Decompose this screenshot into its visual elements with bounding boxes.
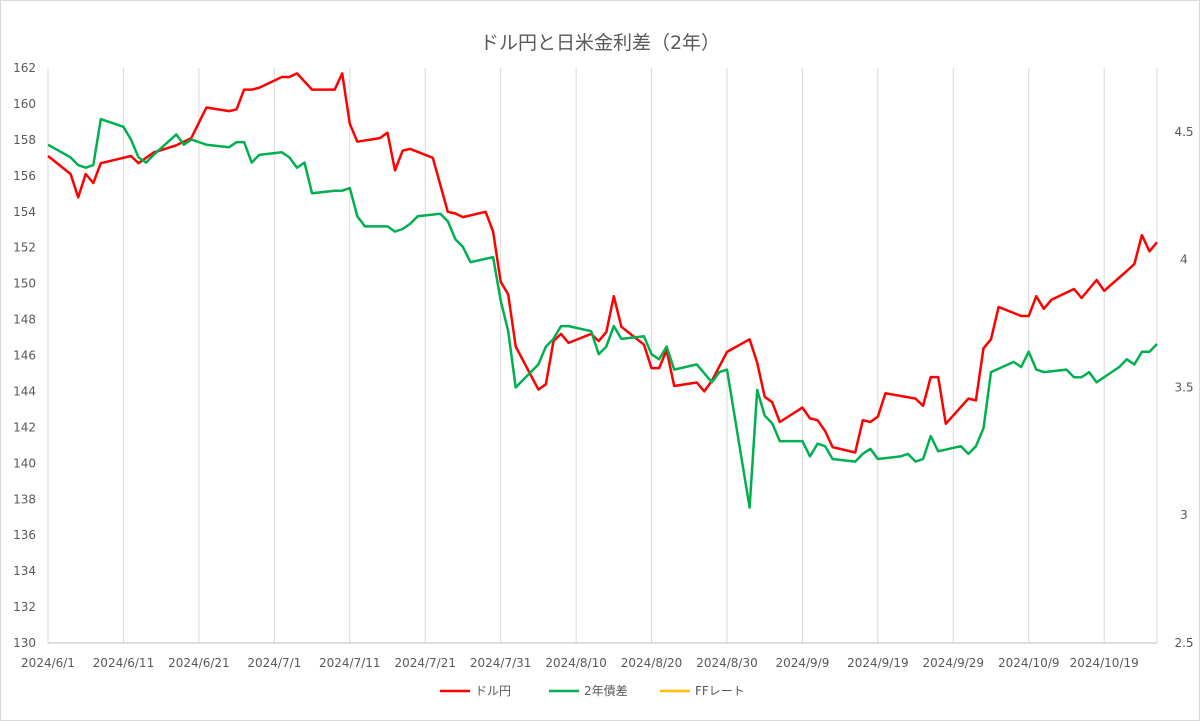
x-tick-label: 2024/6/1 (21, 656, 75, 670)
series-line-usdjpy (47, 72, 1158, 454)
y-left-tick-label: 136 (13, 528, 36, 542)
y-right-tick-label: 3 (1180, 508, 1188, 522)
x-tick-label: 2024/9/19 (847, 656, 909, 670)
legend-label: ドル円 (475, 684, 511, 698)
y-right-tick-label: 4.5 (1174, 125, 1193, 139)
x-tick-label: 2024/8/30 (696, 656, 758, 670)
y-left-tick-label: 152 (13, 241, 36, 255)
y-left-tick-label: 144 (13, 384, 36, 398)
y-right-tick-label: 2.5 (1174, 636, 1193, 650)
y-left-tick-label: 154 (13, 205, 36, 219)
x-tick-label: 2024/7/11 (319, 656, 381, 670)
y-right-tick-label: 4 (1180, 253, 1188, 267)
y-left-tick-label: 140 (13, 456, 36, 470)
y-left-tick-label: 158 (13, 133, 36, 147)
x-tick-label: 2024/7/21 (394, 656, 456, 670)
y-left-tick-label: 132 (13, 600, 36, 614)
legend-label: 2年債差 (584, 683, 628, 698)
x-tick-label: 2024/8/20 (621, 656, 683, 670)
x-tick-label: 2024/9/29 (923, 656, 985, 670)
chart-title: ドル円と日米金利差（2年） (479, 32, 721, 54)
x-tick-label: 2024/6/21 (168, 656, 230, 670)
y-left-tick-label: 150 (13, 277, 36, 291)
x-tick-label: 2024/8/10 (545, 656, 607, 670)
y-left-tick-label: 142 (13, 420, 36, 434)
x-tick-label: 2024/10/9 (998, 656, 1060, 670)
series-line-spread (47, 117, 1158, 509)
y-left-tick-label: 134 (13, 564, 36, 578)
y-left-tick-label: 146 (13, 349, 36, 363)
y-right-tick-label: 3.5 (1174, 380, 1193, 394)
y-left-tick-label: 138 (13, 492, 36, 506)
x-tick-label: 2024/6/11 (93, 656, 155, 670)
x-tick-label: 2024/9/9 (775, 656, 829, 670)
y-left-tick-label: 148 (13, 313, 36, 327)
y-left-tick-label: 130 (13, 636, 36, 650)
y-left-tick-label: 162 (13, 61, 36, 75)
x-tick-label: 2024/10/19 (1070, 656, 1139, 670)
y-left-tick-label: 160 (13, 97, 36, 111)
legend-label: FFレート (695, 684, 745, 698)
x-tick-label: 2024/7/1 (247, 656, 301, 670)
y-left-tick-label: 156 (13, 169, 36, 183)
x-tick-label: 2024/7/31 (470, 656, 532, 670)
